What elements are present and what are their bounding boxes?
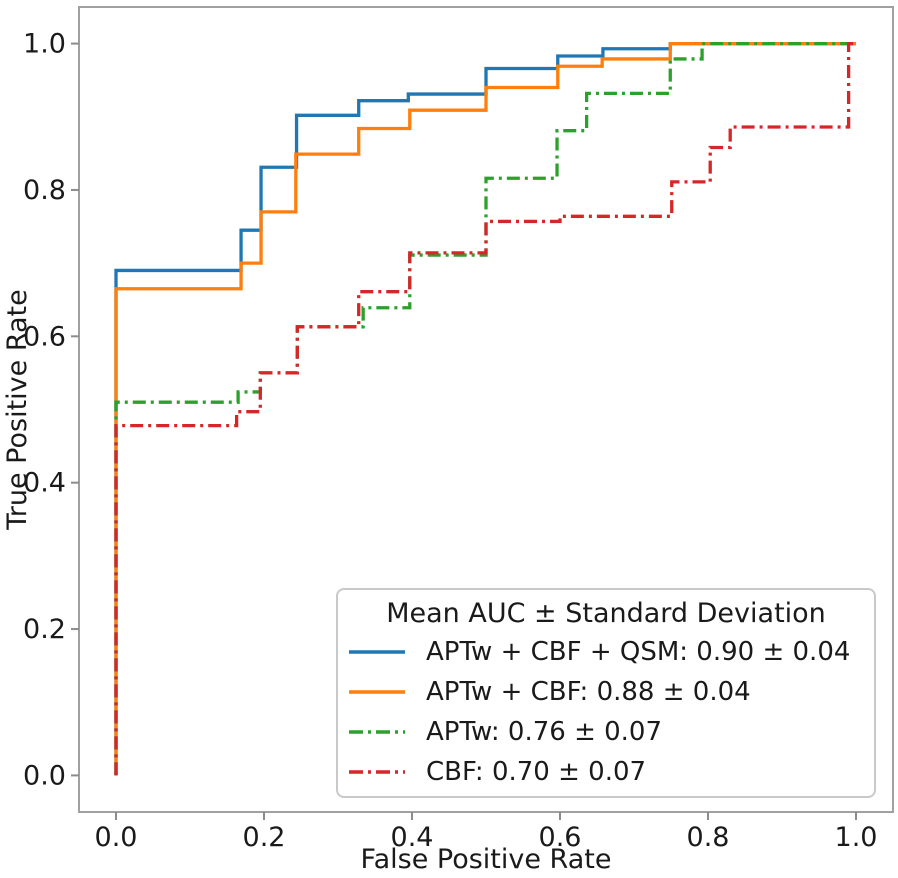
y-axis-tick-label: 0.4 [23, 468, 66, 499]
roc-curve-aptw-cbf [114, 41, 856, 776]
axes-spines [78, 6, 894, 813]
legend-line-sample [349, 730, 405, 734]
x-axis-tick-label: 0.0 [95, 822, 138, 853]
roc-curve-aptw-cbf-qsm [114, 41, 856, 776]
legend-entry: APTw: 0.76 ± 0.07 [346, 712, 866, 752]
y-axis-tick-label: 0.6 [23, 321, 66, 352]
legend-entry-label: CBF: 0.70 ± 0.07 [426, 757, 647, 787]
y-axis-label: True Positive Rate [2, 289, 33, 531]
x-axis-tick-label: 0.2 [243, 822, 286, 853]
x-axis-tick-label: 0.8 [687, 822, 730, 853]
x-axis-tick-label: 0.4 [391, 822, 434, 853]
y-axis-tick-label: 0.0 [23, 760, 66, 791]
legend-entry: CBF: 0.70 ± 0.07 [346, 752, 866, 792]
legend-entry-label: APTw + CBF: 0.88 ± 0.04 [426, 677, 751, 707]
legend-line-sample [349, 770, 405, 774]
legend-line-sample [349, 650, 405, 654]
roc-curve-cbf [114, 41, 856, 776]
legend-box: Mean AUC ± Standard Deviation APTw + CBF… [336, 588, 876, 798]
y-axis-tick-label: 0.8 [23, 175, 66, 206]
legend-entry: APTw + CBF: 0.88 ± 0.04 [346, 672, 866, 712]
x-axis-label: False Positive Rate [361, 844, 612, 875]
y-axis-tick-label: 1.0 [23, 29, 66, 60]
y-axis-tick-label: 0.2 [23, 614, 66, 645]
legend-entry: APTw + CBF + QSM: 0.90 ± 0.04 [346, 632, 866, 672]
legend-title: Mean AUC ± Standard Deviation [386, 598, 826, 629]
legend-entry-label: APTw + CBF + QSM: 0.90 ± 0.04 [426, 637, 851, 667]
x-axis-tick-label: 1.0 [835, 822, 878, 853]
x-axis-tick-label: 0.6 [539, 822, 582, 853]
legend-entry-label: APTw: 0.76 ± 0.07 [426, 717, 663, 747]
legend-line-sample [349, 690, 405, 694]
